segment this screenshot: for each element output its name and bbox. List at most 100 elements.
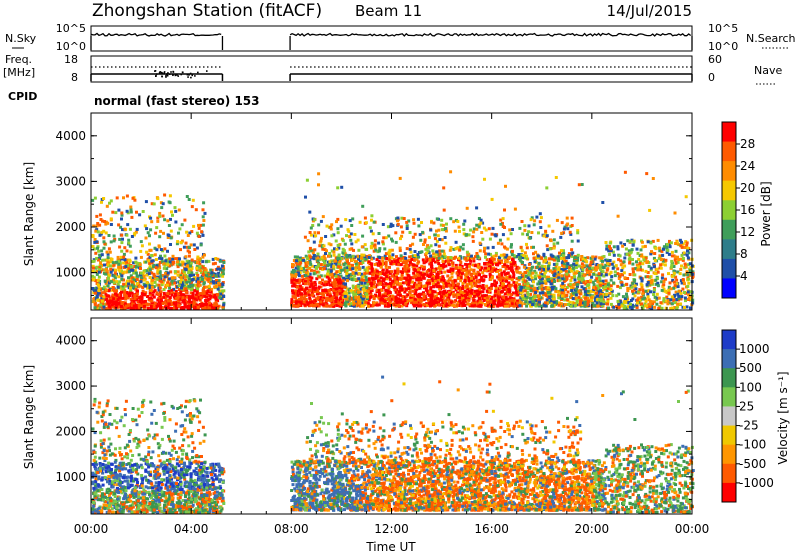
range-gate-cell [156,197,160,201]
range-gate-cell [132,278,136,282]
range-gate-cell [167,234,171,237]
range-gate-cell [179,290,183,294]
range-gate-cell [428,275,431,279]
range-gate-cell [497,297,501,301]
range-gate-cell [517,278,521,282]
range-gate-cell [180,286,183,290]
range-gate-cell [100,291,104,295]
range-gate-cell [103,220,107,223]
range-gate-cell [557,296,561,299]
range-gate-cell [347,277,351,280]
range-gate-cell [182,270,186,274]
range-gate-cell [135,210,138,214]
range-gate-cell [419,304,422,308]
range-gate-cell [594,266,598,270]
range-gate-cell [554,274,558,278]
range-gate-cell [202,201,206,205]
range-gate-cell [418,286,422,290]
range-gate-cell [109,260,113,264]
range-gate-cell [570,276,574,280]
range-gate-cell [476,303,480,307]
range-gate-cell [581,268,585,272]
range-gate-cell [127,270,131,274]
range-gate-cell [292,284,296,287]
range-gate-cell [408,244,412,248]
range-gate-cell [137,296,141,300]
range-gate-cell [115,280,118,284]
range-gate-cell [575,299,579,303]
range-gate-cell [500,271,504,275]
range-gate-cell [349,232,353,236]
range-gate-cell [570,269,573,273]
range-gate-cell [343,301,347,305]
range-gate-cell [129,276,133,280]
range-gate-cell [221,289,224,293]
range-gate-cell [145,227,149,231]
range-gate-cell [447,261,450,264]
range-gate-cell [304,264,308,268]
range-gate-cell [185,280,189,284]
range-gate-cell [493,261,497,265]
range-gate-cell [469,282,473,286]
range-gate-cell [119,255,123,259]
range-gate-cell [434,294,438,298]
range-gate-cell [178,288,181,291]
range-gate-cell [106,280,109,284]
range-gate-cell [399,282,402,286]
range-gate-cell [97,266,101,270]
range-gate-cell [321,303,325,307]
range-gate-cell [468,277,472,281]
range-gate-cell [178,257,181,261]
range-gate-cell [122,261,126,265]
range-gate-cell [458,289,462,292]
range-gate-cell [553,280,556,283]
range-gate-cell [337,261,341,265]
range-gate-cell [394,304,398,308]
range-gate-cell [461,303,465,307]
range-gate-cell [129,208,133,212]
range-gate-cell [166,219,170,223]
range-gate-cell [550,257,554,261]
range-gate-cell [340,284,344,288]
range-gate-cell [213,303,217,307]
range-gate-cell [464,262,468,266]
range-gate-cell [170,302,174,306]
range-gate-cell [168,257,172,261]
range-gate-cell [428,290,432,294]
range-gate-cell [404,277,408,280]
range-gate-cell [597,263,601,267]
range-gate-cell [312,272,316,276]
range-gate-cell [303,289,307,293]
range-gate-cell [292,259,296,262]
range-gate-cell [326,260,330,264]
range-gate-cell [134,256,138,260]
range-gate-cell [589,256,593,260]
range-gate-cell [396,271,400,275]
range-gate-cell [184,287,188,291]
range-gate-cell [402,269,406,273]
range-gate-cell [298,278,302,282]
range-gate-cell [379,276,383,280]
range-gate-cell [147,272,151,276]
range-gate-cell [323,261,327,265]
range-gate-cell [176,285,179,289]
range-gate-cell [150,271,154,275]
range-gate-cell [185,300,189,304]
range-gate-cell [150,202,154,206]
range-gate-cell [294,273,298,276]
range-gate-cell [189,291,193,295]
range-gate-cell [95,272,99,276]
range-gate-cell [426,258,430,262]
range-gate-cell [187,267,191,271]
range-gate-cell [351,258,355,261]
range-gate-cell [429,296,433,300]
range-gate-cell [133,269,137,273]
range-gate-cell [405,279,409,282]
range-gate-cell [426,274,430,278]
range-gate-cell [580,265,584,269]
range-gate-cell [294,274,297,278]
range-gate-cell [222,294,225,298]
range-gate-cell [123,289,127,293]
range-gate-cell [148,234,151,238]
range-gate-cell [371,276,374,280]
